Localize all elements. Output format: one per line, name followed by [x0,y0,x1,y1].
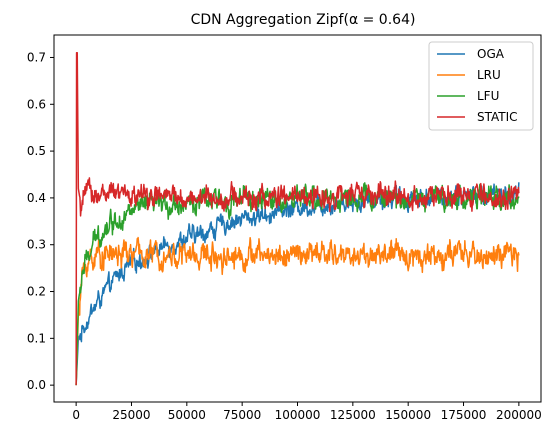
chart-title: CDN Aggregation Zipf(α = 0.64) [191,12,416,28]
legend-box [428,41,534,131]
x-axis: 0 25000 50000 75000 100000 125000 150000 175000… [72,402,542,422]
y-tick-label: 0.6 [27,97,46,111]
y-tick-label: 0.7 [27,50,46,64]
legend-label: STATIC [477,110,518,124]
x-tick-label: 0 [72,408,80,422]
y-tick-label: 0.0 [27,378,46,392]
y-tick-label: 0.4 [27,191,46,205]
legend-label: LRU [477,68,501,82]
legend-label: LFU [477,89,499,103]
y-tick-label: 0.5 [27,144,46,158]
x-tick-label: 100000 [275,408,321,422]
series-line-static [75,52,520,386]
x-tick-label: 25000 [112,408,150,422]
y-tick-label: 0.3 [27,238,46,252]
y-axis: 0.0 0.1 0.2 0.3 0.4 0.5 0.6 0.7 [27,50,54,392]
x-tick-label: 200000 [496,408,542,422]
x-tick-label: 125000 [330,408,376,422]
x-tick-label: 75000 [223,408,261,422]
series-line-lfu [75,182,520,386]
y-tick-label: 0.1 [27,331,46,345]
y-tick-label: 0.2 [27,285,46,299]
x-tick-label: 175000 [441,408,487,422]
x-tick-label: 150000 [385,408,431,422]
legend: OGA LRU LFU STATIC [428,41,534,131]
legend-label: OGA [477,47,505,61]
x-tick-label: 50000 [168,408,206,422]
series-line-lru [75,236,520,386]
plot-lines [75,52,520,386]
